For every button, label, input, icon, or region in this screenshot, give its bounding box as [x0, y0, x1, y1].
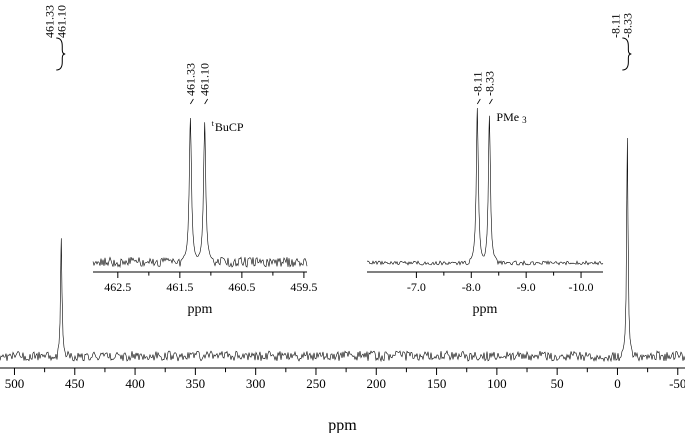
inset-0-peak-connector [190, 98, 194, 105]
main-tick-label: 500 [5, 376, 25, 391]
inset-pme3: -7.0 -8.0 -9.0 -10.0 ppm -8.11-8.33 PMe 3 [366, 71, 604, 317]
main-tick-label: 0 [614, 376, 621, 391]
main-peak-label: 461.33 [42, 5, 56, 38]
main-peak-brace [622, 37, 632, 71]
inset-0-tick-label: 459.5 [290, 280, 317, 294]
inset-pme3-annotation-text: PMe [496, 110, 519, 124]
main-tick-label: 400 [125, 376, 145, 391]
inset-tbucp-peak-labels: 461.33 461.10 [183, 63, 212, 105]
inset-1-peak-connector [476, 98, 481, 105]
main-tick-label: -50 [669, 376, 685, 391]
inset-1-peak-connector [489, 98, 493, 105]
inset-pme3-annotation-subscript: 3 [522, 115, 527, 125]
inset-1-peak-label: -8.33 [482, 71, 496, 96]
main-tick-label: 200 [367, 376, 387, 391]
inset-1-peak-label: -8.11 [470, 71, 484, 96]
inset-pme3-trace [366, 107, 604, 266]
main-tick-label: 100 [487, 376, 507, 391]
main-peak-brace [56, 37, 66, 71]
inset-1-tick-label: -8.0 [462, 280, 481, 294]
inset-tbucp-annotation: tBuCP [212, 119, 244, 134]
inset-tbucp-x-axis-label: ppm [188, 302, 213, 317]
inset-0-peak-connector [204, 98, 208, 105]
inset-1-tick-label: -9.0 [517, 280, 536, 294]
inset-tbucp-annotation-superscript: t [212, 119, 215, 128]
inset-tbucp-trace [92, 117, 308, 269]
inset-0-tick-label: 461.5 [166, 280, 193, 294]
inset-pme3-annotation: PMe 3 [496, 110, 527, 125]
inset-tbucp: 462.5 461.5 460.5 459.5 ppm 461.33 461.10 tB… [92, 63, 317, 317]
inset-0-peak-label: 461.10 [198, 63, 212, 96]
main-tick-label: 150 [427, 376, 447, 391]
inset-pme3-peak-labels: -8.11-8.33 [470, 71, 496, 105]
inset-1-tick-label: -10.0 [569, 280, 594, 294]
main-tick-label: 350 [186, 376, 206, 391]
main-peak-label: -8.11 [608, 13, 622, 38]
main-tick-label: 450 [65, 376, 85, 391]
main-spectrum: 500 450 400 350 300 250 200 150 100 50 0 -50 ppm 46… [0, 5, 685, 433]
inset-tbucp-x-ticks: 462.5 461.5 460.5 459.5 [104, 272, 317, 294]
inset-tbucp-annotation-text: BuCP [215, 120, 244, 134]
inset-pme3-x-ticks: -7.0 -8.0 -9.0 -10.0 [407, 272, 594, 294]
main-tick-label: 50 [551, 376, 564, 391]
inset-0-tick-label: 460.5 [228, 280, 255, 294]
main-x-axis-label: ppm [328, 417, 357, 433]
main-tick-label: 300 [246, 376, 266, 391]
inset-0-peak-label: 461.33 [183, 63, 197, 96]
inset-1-tick-label: -7.0 [407, 280, 426, 294]
main-tick-label: 250 [306, 376, 326, 391]
inset-pme3-x-axis-label: ppm [473, 302, 498, 317]
inset-0-tick-label: 462.5 [104, 280, 131, 294]
main-peak-label: 461.10 [54, 5, 68, 38]
main-spectrum-trace [0, 137, 685, 363]
main-peak-label: -8.33 [620, 13, 634, 38]
main-x-ticks: 500 450 400 350 300 250 200 150 100 50 0 -50 [5, 368, 685, 391]
